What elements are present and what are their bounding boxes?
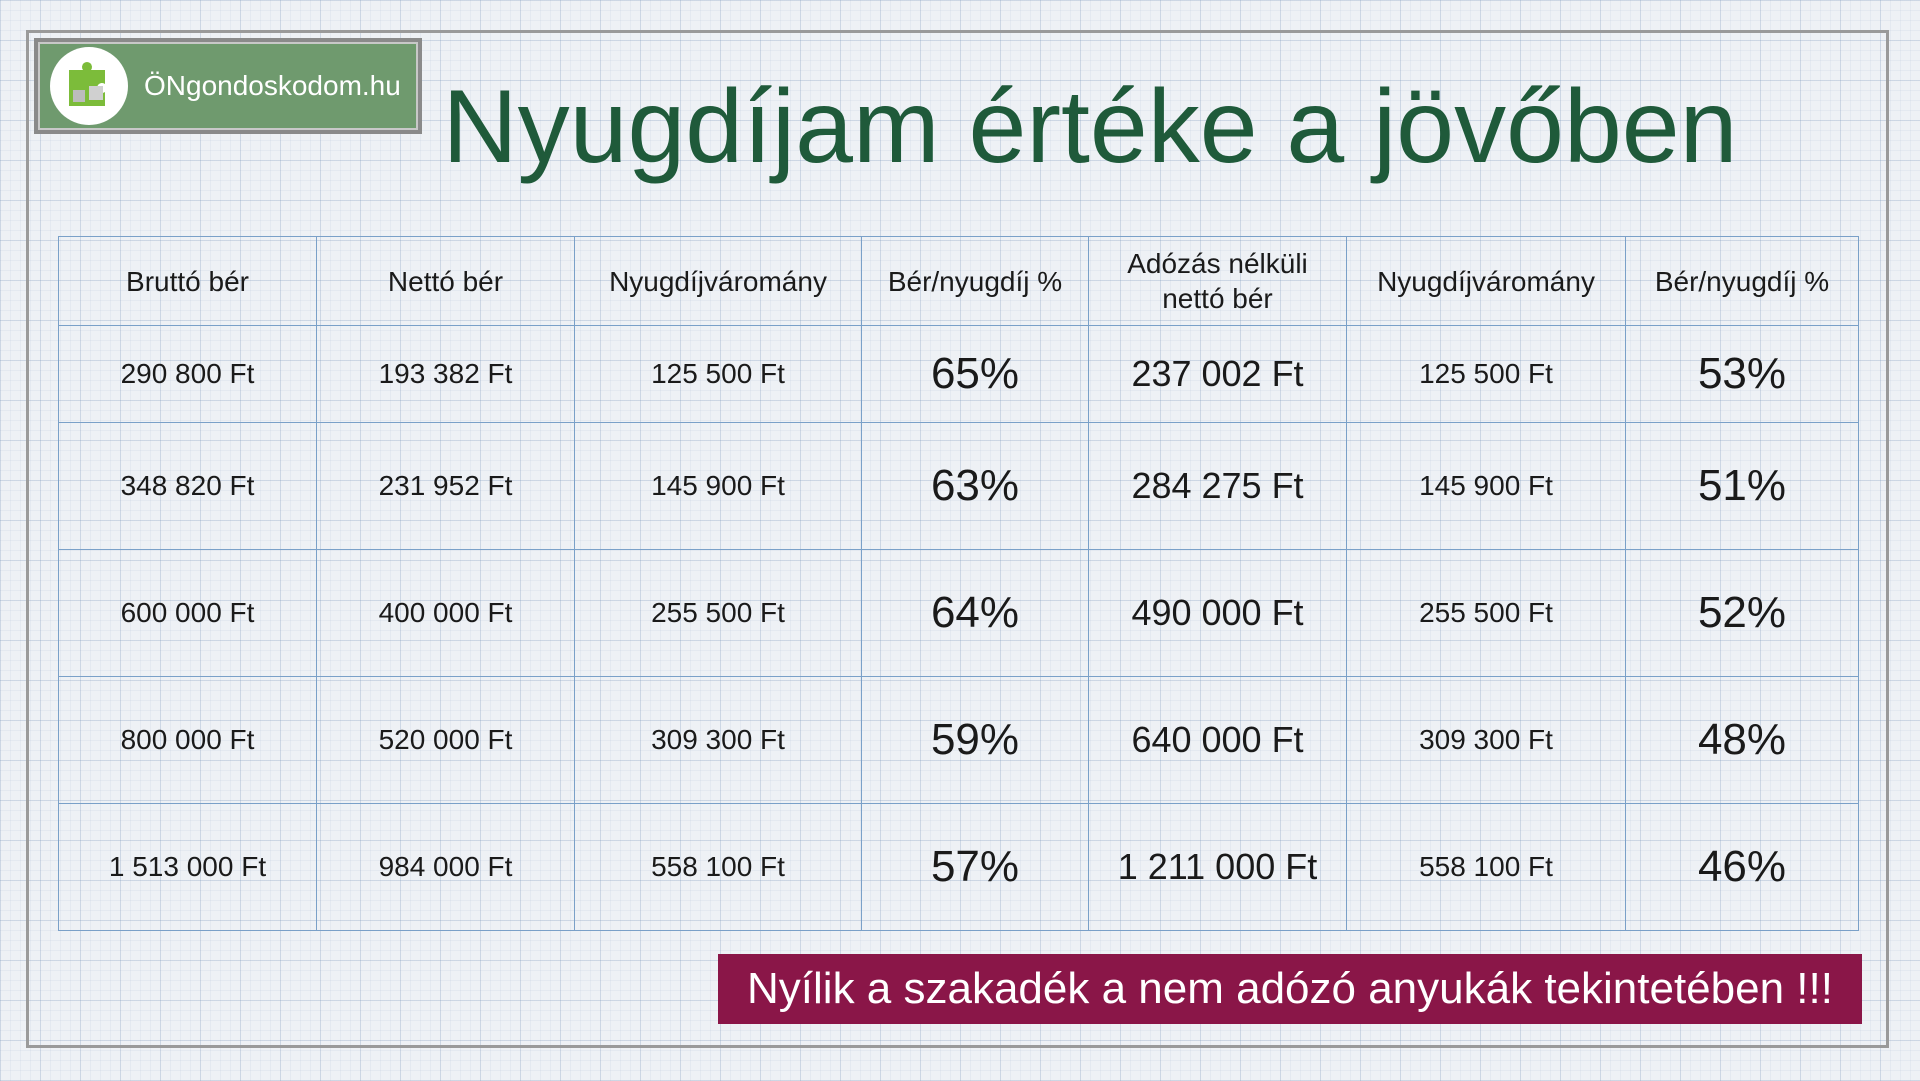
header-nyugdijvaromany-2: Nyugdíjváromány (1346, 236, 1626, 326)
cell-brutto: 600 000 Ft (58, 549, 317, 677)
cell-nyugdij-2: 255 500 Ft (1346, 549, 1626, 677)
header-nyugdijvaromany: Nyugdíjváromány (574, 236, 862, 326)
warning-banner: Nyílik a szakadék a nem adózó anyukák te… (718, 954, 1862, 1024)
cell-brutto: 348 820 Ft (58, 422, 317, 550)
cell-netto: 193 382 Ft (316, 325, 575, 423)
header-ber-nyugdij-pct: Bér/nyugdíj % (861, 236, 1089, 326)
cell-netto: 231 952 Ft (316, 422, 575, 550)
cell-adozas-nelkuli: 490 000 Ft (1088, 549, 1347, 677)
cell-netto: 400 000 Ft (316, 549, 575, 677)
slide-frame (26, 30, 1889, 1048)
cell-nyugdij-2: 125 500 Ft (1346, 325, 1626, 423)
cell-adozas-nelkuli: 640 000 Ft (1088, 676, 1347, 804)
cell-nyugdij: 125 500 Ft (574, 325, 862, 423)
cell-brutto: 800 000 Ft (58, 676, 317, 804)
cell-pct-2: 51% (1625, 422, 1859, 550)
table-row: 290 800 Ft 193 382 Ft 125 500 Ft 65% 237… (58, 325, 1859, 423)
cell-pct-2: 52% (1625, 549, 1859, 677)
cell-nyugdij: 309 300 Ft (574, 676, 862, 804)
table-row: 1 513 000 Ft 984 000 Ft 558 100 Ft 57% 1… (58, 803, 1859, 931)
cell-nyugdij-2: 145 900 Ft (1346, 422, 1626, 550)
table-row: 800 000 Ft 520 000 Ft 309 300 Ft 59% 640… (58, 676, 1859, 804)
table-row: 600 000 Ft 400 000 Ft 255 500 Ft 64% 490… (58, 549, 1859, 677)
cell-nyugdij: 255 500 Ft (574, 549, 862, 677)
puzzle-logo-icon (50, 47, 128, 125)
cell-nyugdij-2: 309 300 Ft (1346, 676, 1626, 804)
logo: ÖNgondoskodom.hu (34, 38, 422, 134)
cell-pct-2: 48% (1625, 676, 1859, 804)
page-title: Nyugdíjam értéke a jövőben (442, 69, 1738, 185)
header-ber-nyugdij-pct-2: Bér/nyugdíj % (1625, 236, 1859, 326)
cell-nyugdij: 558 100 Ft (574, 803, 862, 931)
cell-pct: 65% (861, 325, 1089, 423)
cell-nyugdij: 145 900 Ft (574, 422, 862, 550)
cell-pct: 64% (861, 549, 1089, 677)
cell-adozas-nelkuli: 237 002 Ft (1088, 325, 1347, 423)
cell-pct: 63% (861, 422, 1089, 550)
cell-adozas-nelkuli: 1 211 000 Ft (1088, 803, 1347, 931)
pension-table: Bruttó bér Nettó bér Nyugdíjváromány Bér… (58, 236, 1859, 931)
cell-pct-2: 46% (1625, 803, 1859, 931)
cell-netto: 984 000 Ft (316, 803, 575, 931)
cell-netto: 520 000 Ft (316, 676, 575, 804)
header-brutto: Bruttó bér (58, 236, 317, 326)
cell-pct-2: 53% (1625, 325, 1859, 423)
header-adozas-nelkuli: Adózás nélküli nettó bér (1088, 236, 1347, 326)
cell-pct: 57% (861, 803, 1089, 931)
cell-brutto: 290 800 Ft (58, 325, 317, 423)
cell-nyugdij-2: 558 100 Ft (1346, 803, 1626, 931)
header-netto: Nettó bér (316, 236, 575, 326)
table-row: 348 820 Ft 231 952 Ft 145 900 Ft 63% 284… (58, 422, 1859, 550)
table-header-row: Bruttó bér Nettó bér Nyugdíjváromány Bér… (58, 236, 1859, 326)
cell-pct: 59% (861, 676, 1089, 804)
cell-brutto: 1 513 000 Ft (58, 803, 317, 931)
logo-text: ÖNgondoskodom.hu (144, 70, 401, 101)
cell-adozas-nelkuli: 284 275 Ft (1088, 422, 1347, 550)
